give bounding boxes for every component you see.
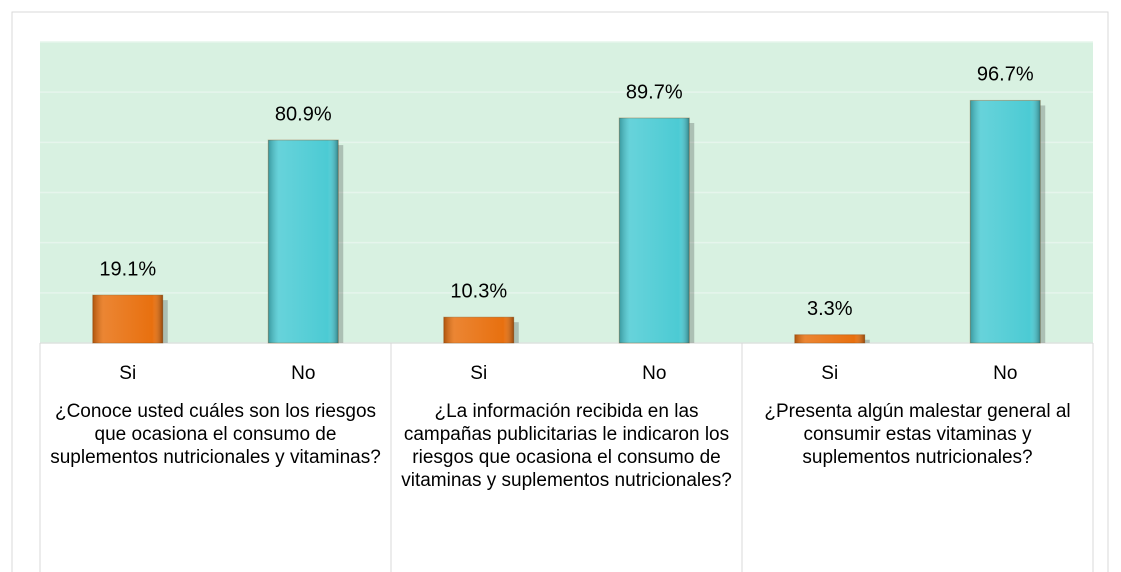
- group-label: ¿Presenta algún malestar general al cons…: [764, 401, 1071, 468]
- bar-bevel: [794, 334, 865, 343]
- value-label: 89.7%: [626, 81, 683, 103]
- x-tick-label: Si: [821, 363, 838, 384]
- value-label: 96.7%: [977, 64, 1034, 86]
- bar-bevel: [268, 140, 339, 343]
- value-label: 3.3%: [807, 298, 853, 320]
- x-tick-label: No: [993, 363, 1017, 384]
- x-tick-label: No: [291, 363, 315, 384]
- group-label: ¿Conoce usted cuáles son los riesgos que…: [50, 401, 381, 468]
- group-label: ¿La información recibida en las campañas…: [401, 401, 732, 491]
- bar-bevel: [619, 118, 690, 343]
- bar-bevel: [443, 317, 514, 343]
- x-tick-label: Si: [470, 363, 487, 384]
- bar-bevel: [92, 295, 163, 343]
- bar-bevel: [970, 100, 1041, 343]
- x-tick-label: No: [642, 363, 666, 384]
- value-label: 19.1%: [99, 258, 156, 280]
- value-label: 10.3%: [450, 280, 507, 302]
- x-tick-label: Si: [119, 363, 136, 384]
- value-label: 80.9%: [275, 103, 332, 125]
- frame: [11, 11, 1109, 572]
